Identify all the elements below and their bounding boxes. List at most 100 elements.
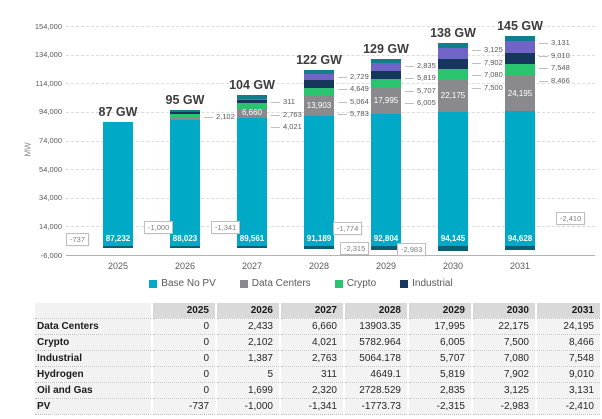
- leader-value-label-oil-and-gas: 2,835: [417, 60, 436, 70]
- total-gw-label: 87 GW: [98, 104, 138, 119]
- leader-line: [204, 116, 213, 118]
- y-axis-tick-label: 114,000: [35, 78, 62, 88]
- bar-segment-pv: [237, 246, 267, 249]
- bar-segment-crypto: [371, 79, 401, 88]
- leader-line: [405, 65, 414, 67]
- y-axis-tick-label: -6,000: [40, 250, 62, 260]
- leader-value-label-industrial: 5,707: [417, 85, 436, 95]
- segment-value-label: 13,903: [306, 100, 332, 110]
- bar-segment-industrial: [371, 71, 401, 80]
- leader-value-label-crypto: 4,021: [283, 122, 302, 132]
- table-cell: 2,433: [215, 318, 280, 335]
- capacity-chart: MW 154,000 134,000 114,000 94,000 74,000 54,0…: [24, 19, 595, 271]
- leader-value-label-industrial: 7,080: [484, 70, 503, 80]
- segment-value-label: 17,995: [373, 95, 399, 105]
- segment-value-label: 6,660: [241, 108, 263, 118]
- bar-segment-pv: [438, 246, 468, 251]
- bar-segment-oil-and-gas: [237, 95, 267, 99]
- legend: Base No PV Data Centers Crypto Industrial: [0, 278, 602, 289]
- bar-segment-hydrogen: [505, 40, 535, 54]
- bar-segment-hydrogen: [304, 73, 334, 81]
- table-corner-cell: [35, 303, 152, 319]
- table-cell: 5,819: [407, 366, 472, 383]
- bar-value-label: 89,561: [239, 234, 265, 244]
- table-cell: 17,995: [407, 318, 472, 335]
- bar-segment-crypto: [438, 69, 468, 80]
- leader-value-label-hydrogen: 311: [283, 97, 295, 107]
- bar-segment-base-no-pv: [371, 113, 401, 247]
- pv-callout: -737: [66, 233, 90, 246]
- gridline: [66, 54, 595, 56]
- table-cell: 8,466: [535, 334, 600, 351]
- leader-value-label-hydrogen: 9,010: [551, 50, 570, 60]
- leader-value-label-crypto: 6,005: [417, 98, 436, 108]
- table-cell: 7,080: [471, 350, 536, 367]
- table-cell: 9,010: [535, 366, 600, 383]
- leader-value-label-crypto: 7,500: [484, 82, 503, 92]
- bar-segment-base-no-pv: [438, 111, 468, 247]
- table-row-industrial: Industrial 0 1,387 2,763 5064.178 5,707 7,080 7…: [35, 350, 600, 367]
- table-cell: 1,387: [215, 350, 280, 367]
- x-axis-year-label: 2029: [375, 261, 397, 271]
- table-year-header: 2025: [151, 303, 216, 319]
- table-row-label: Industrial: [35, 350, 152, 367]
- leader-line: [405, 90, 414, 92]
- legend-item-data-centers: Data Centers: [239, 278, 311, 289]
- table-cell: 2,102: [215, 334, 280, 351]
- table-cell: 22,175: [471, 318, 536, 335]
- table-cell: 13903.35: [343, 318, 408, 335]
- x-axis-year-label: 2026: [174, 261, 196, 271]
- table-cell: 6,005: [407, 334, 472, 351]
- bar-value-label: 94,628: [507, 234, 533, 244]
- table-cell: 3,125: [471, 382, 536, 399]
- segment-value-label: 22,175: [440, 90, 466, 100]
- leader-line: [472, 50, 481, 52]
- y-axis-tick-label: 14,000: [39, 221, 62, 231]
- leader-value-label-hydrogen: 7,902: [484, 57, 503, 67]
- bar-segment-industrial: [438, 59, 468, 70]
- bar-segment-data-centers: [304, 95, 334, 116]
- legend-swatch-base-no-pv: [149, 279, 158, 288]
- table-cell: -1,341: [279, 398, 344, 415]
- bar-segment-pv: [371, 246, 401, 250]
- table-row-label: Oil and Gas: [35, 382, 152, 399]
- legend-label: Crypto: [346, 278, 377, 289]
- leader-line: [539, 43, 548, 45]
- table-cell: 2,320: [279, 382, 344, 399]
- leader-line: [338, 114, 347, 116]
- pv-callout: -2,410: [556, 212, 586, 225]
- bar-segment-base-no-pv: [304, 115, 334, 247]
- bar-segment-data-centers: [438, 79, 468, 112]
- x-axis-year-label: 2025: [107, 261, 129, 271]
- table-row-crypto: Crypto 0 2,102 4,021 5782.964 6,005 7,500 8,466: [35, 334, 600, 351]
- table-year-header: 2026: [215, 303, 280, 319]
- bar-segment-data-centers: [505, 76, 535, 111]
- y-axis-tick-label: 54,000: [39, 164, 62, 174]
- bar-value-label: 94,145: [440, 234, 466, 244]
- bar-segment-oil-and-gas: [438, 43, 468, 48]
- table-cell: -737: [151, 398, 216, 415]
- table-cell: 2,763: [279, 350, 344, 367]
- bar-value-label: 87,232: [105, 234, 131, 244]
- bar-value-label: 92,804: [373, 234, 399, 244]
- bar-segment-crypto: [170, 113, 200, 117]
- table-cell: -1,000: [215, 398, 280, 415]
- table-cell: 2,835: [407, 382, 472, 399]
- table-cell: 0: [151, 382, 216, 399]
- legend-swatch-crypto: [334, 279, 343, 288]
- table-cell: 0: [151, 350, 216, 367]
- bar-segment-data-centers: [237, 108, 267, 119]
- leader-line: [405, 78, 414, 80]
- table-cell: 7,500: [471, 334, 536, 351]
- pv-callout: -1,000: [144, 221, 174, 234]
- leader-line: [338, 89, 347, 91]
- table-cell: 6,660: [279, 318, 344, 335]
- leader-line: [405, 103, 414, 105]
- leader-value-label-oil-and-gas: 2,729: [350, 71, 369, 81]
- table-cell: 0: [151, 318, 216, 335]
- legend-item-crypto: Crypto: [334, 278, 377, 289]
- segment-value-label: 24,195: [507, 88, 533, 98]
- table-cell: -1773.73: [343, 398, 408, 415]
- leader-line: [539, 68, 548, 70]
- table-cell: 1,699: [215, 382, 280, 399]
